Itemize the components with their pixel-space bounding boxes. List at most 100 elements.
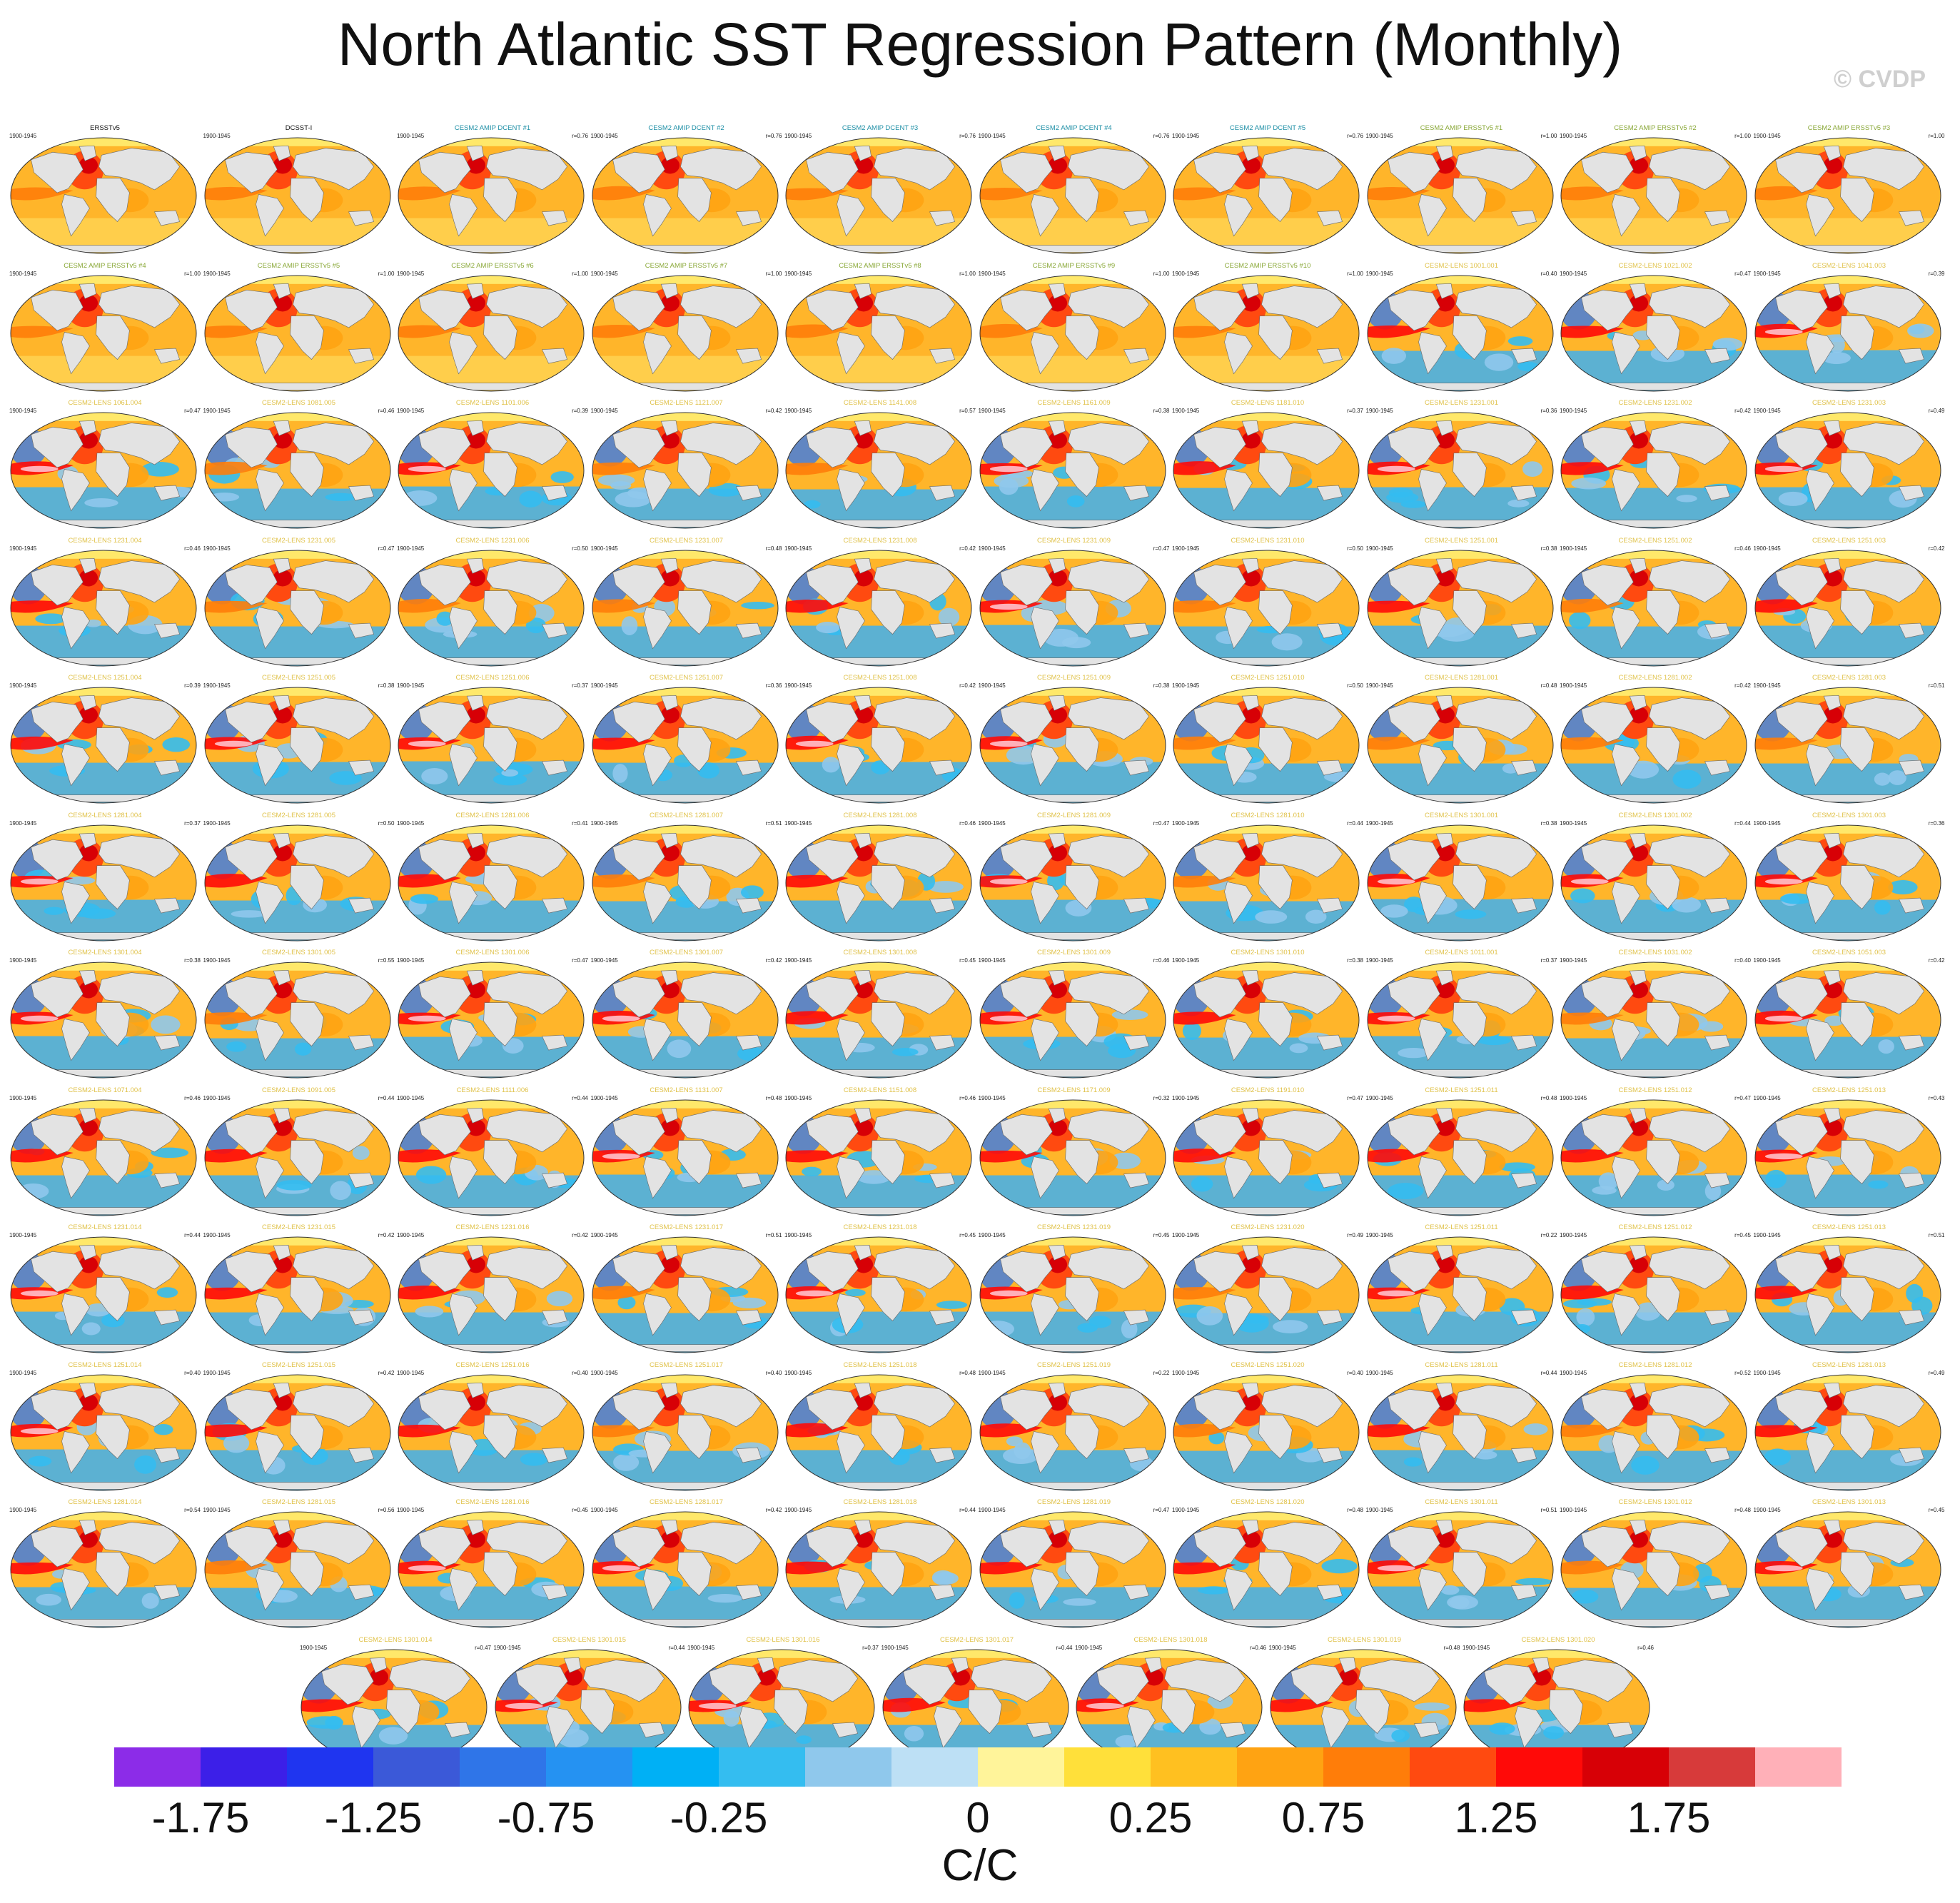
land-mass [1193, 289, 1246, 330]
panel-correlation: r=0.37 [184, 819, 201, 827]
land-mass [610, 657, 759, 665]
cool-anomaly-patch [804, 500, 821, 509]
map-panel: CESM2-LENS 1231.010 1900-1945 r=0.50 [1172, 537, 1363, 669]
panel-period: 1900-1945 [9, 545, 37, 552]
land-mass [998, 794, 1147, 802]
land-mass [224, 289, 278, 330]
map-panel: CESM2-LENS 1281.016 1900-1945 r=0.45 [397, 1498, 588, 1630]
panel-title: CESM2 AMIP DCENT #1 [454, 124, 531, 132]
cool-anomaly-patch [1523, 1423, 1548, 1435]
land-mass [804, 657, 954, 665]
sst-map [785, 137, 972, 254]
land-mass [998, 657, 1147, 665]
map-panel: CESM2-LENS 1251.007 1900-1945 r=0.36 [591, 674, 782, 806]
map-panel: CESM2-LENS 1111.006 1900-1945 r=0.44 [397, 1086, 588, 1218]
map-panel: CESM2-LENS 1101.006 1900-1945 r=0.39 [397, 399, 588, 531]
cool-anomaly-patch [324, 493, 358, 502]
panel-title: CESM2-LENS 1281.020 [1231, 1498, 1305, 1506]
land-mass [154, 210, 180, 226]
cool-anomaly-patch [1009, 1592, 1025, 1609]
arctic-anomaly [1173, 687, 1359, 696]
land-mass [1805, 469, 1834, 512]
land-mass [223, 1481, 372, 1490]
arctic-anomaly [1754, 1374, 1941, 1383]
sst-map [204, 1511, 390, 1628]
land-mass [804, 1344, 954, 1352]
panel-title: CESM2-LENS 1181.010 [1231, 399, 1305, 407]
land-mass [680, 423, 762, 465]
panel-period: 1900-1945 [1172, 270, 1200, 277]
land-mass [1317, 759, 1343, 776]
sst-map [1754, 1374, 1941, 1490]
panel-correlation: r=1.00 [1540, 133, 1557, 139]
panel-title: CESM2-LENS 1281.014 [68, 1498, 142, 1506]
land-mass [1823, 695, 1841, 711]
panel-title: CESM2-LENS 1251.007 [650, 674, 723, 682]
colorbar-swatch [1064, 1747, 1151, 1787]
land-mass [348, 485, 374, 501]
land-mass [735, 759, 762, 776]
land-mass [96, 453, 130, 497]
panel-period: 1900-1945 [1753, 545, 1781, 552]
sst-map [979, 1511, 1166, 1628]
panel-title: CESM2-LENS 1281.001 [1425, 674, 1498, 682]
cool-anomaly-patch [1196, 1306, 1223, 1326]
land-mass [1030, 606, 1059, 649]
land-mass [418, 701, 471, 743]
land-mass [677, 315, 712, 360]
sst-map [979, 824, 1166, 941]
panel-title: CESM2-LENS 1301.008 [843, 949, 917, 956]
cool-anomaly-patch [378, 1726, 408, 1745]
arctic-anomaly [1173, 413, 1359, 421]
land-mass [416, 520, 566, 528]
land-mass [1435, 557, 1453, 574]
panel-title: CESM2 AMIP ERSSTv5 #2 [1614, 124, 1697, 132]
land-mass [1773, 1069, 1922, 1077]
arctic-anomaly [979, 275, 1166, 284]
land-mass [1579, 382, 1729, 390]
land-mass [223, 382, 372, 390]
land-mass [610, 382, 759, 390]
sst-map [592, 1511, 778, 1628]
land-mass [418, 564, 471, 605]
arctic-anomaly [979, 413, 1166, 421]
north-atlantic-warm-core [854, 431, 874, 449]
sst-map [1754, 275, 1941, 391]
panel-title: CESM2-LENS 1171.009 [1037, 1086, 1111, 1094]
panel-period: 1900-1945 [784, 545, 812, 552]
panel-correlation: r=0.46 [184, 545, 201, 552]
colorbar-tick-label: -0.25 [670, 1794, 768, 1842]
land-mass [1191, 1481, 1341, 1490]
map-panel: CESM2 AMIP ERSSTv5 #2 1900-1945 r=1.00 [1560, 124, 1751, 256]
panel-period: 1900-1945 [978, 133, 1006, 139]
map-panel: CESM2-LENS 1231.008 1900-1945 r=0.42 [784, 537, 976, 669]
land-mass [1261, 285, 1343, 328]
arctic-anomaly [398, 824, 584, 834]
panel-period: 1900-1945 [1365, 682, 1393, 689]
land-mass [255, 194, 284, 237]
panel-title: CESM2-LENS 1281.005 [262, 811, 335, 819]
map-panel: CESM2-LENS 1071.004 1900-1945 r=0.46 [9, 1086, 201, 1218]
land-mass [348, 622, 374, 638]
land-mass [61, 194, 90, 237]
sst-map [785, 275, 972, 391]
land-mass [1258, 727, 1293, 772]
map-panel: CESM2-LENS 1231.002 1900-1945 r=0.42 [1560, 399, 1751, 531]
sst-map [1560, 1236, 1747, 1353]
panel-correlation: r=0.49 [1928, 408, 1945, 414]
panel-title: CESM2 AMIP ERSSTv5 #5 [257, 261, 340, 270]
panel-title: CESM2-LENS 1281.019 [1037, 1498, 1111, 1506]
panel-title: CESM2-LENS 1301.009 [1037, 949, 1111, 956]
sst-map [1173, 1511, 1360, 1628]
cool-anomaly-patch [415, 1165, 447, 1184]
cool-anomaly-patch [796, 1735, 812, 1744]
panel-correlation: r=0.42 [1734, 682, 1751, 689]
colorbar-tick-label: -0.75 [497, 1794, 595, 1842]
arctic-anomaly [1754, 962, 1941, 971]
north-atlantic-warm-core [1241, 569, 1261, 586]
map-outline [1560, 137, 1747, 254]
land-mass [292, 148, 374, 191]
sst-map [1754, 550, 1941, 666]
panel-title: CESM2-LENS 1251.013 [1812, 1086, 1886, 1094]
arctic-anomaly [979, 687, 1166, 696]
